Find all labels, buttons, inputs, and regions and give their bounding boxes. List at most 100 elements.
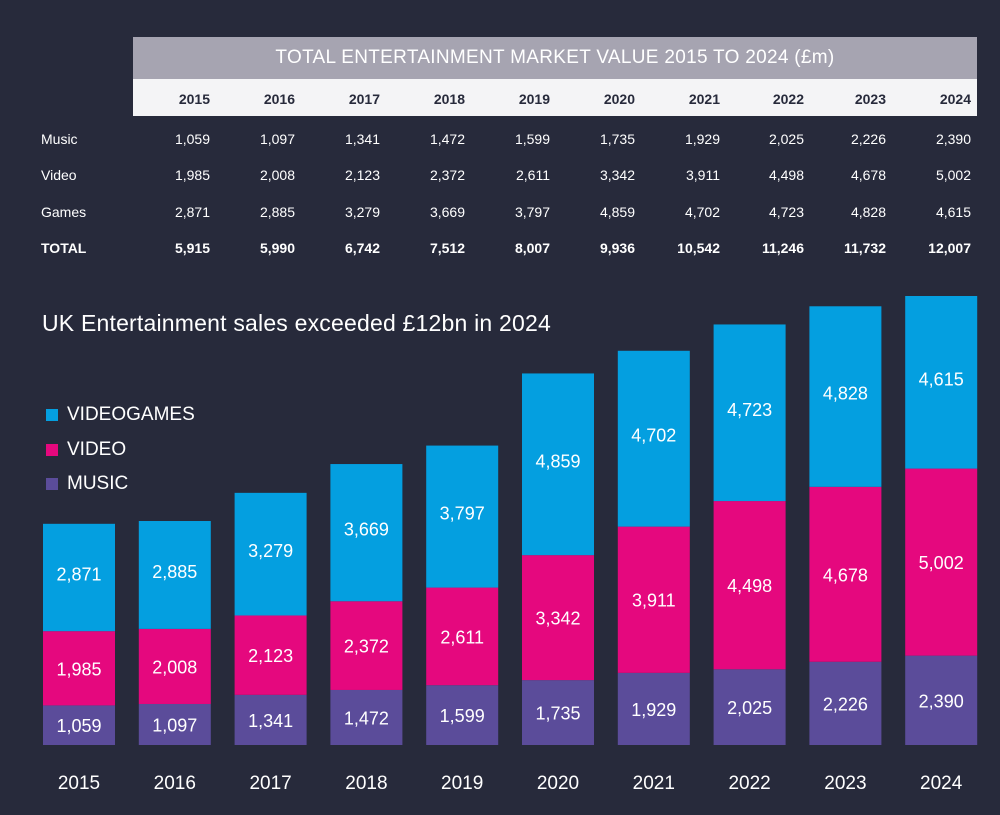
table-year-header: 2024 <box>939 91 971 107</box>
bar-segment-music <box>138 703 211 745</box>
table-cell: 2,885 <box>259 204 295 220</box>
bar-value-label: 2,025 <box>727 698 772 718</box>
table-cell: 5,990 <box>259 240 295 256</box>
x-tick-label: 2021 <box>633 773 675 794</box>
table-cell: 2,871 <box>174 204 210 220</box>
table-cell: 9,936 <box>599 240 635 256</box>
bar-segment-music <box>330 689 403 745</box>
x-tick-label: 2015 <box>58 773 100 794</box>
legend-item-video: VIDEO <box>46 439 126 461</box>
bar-segment-video <box>426 587 499 686</box>
table-cell: 10,542 <box>677 240 720 256</box>
table-cell: 1,059 <box>174 131 210 147</box>
bar-segment-video <box>905 468 978 656</box>
bar-value-label: 3,669 <box>344 520 389 540</box>
table-cell: 4,615 <box>935 204 971 220</box>
table-year-header: 2015 <box>178 91 210 107</box>
table-row-label: Games <box>41 204 87 220</box>
bar-segment-video <box>138 628 211 704</box>
table-cell: 2,123 <box>344 167 380 183</box>
table-cell: 4,678 <box>850 167 886 183</box>
table-title: TOTAL ENTERTAINMENT MARKET VALUE 2015 TO… <box>133 37 977 79</box>
bar-value-label: 1,735 <box>535 704 580 724</box>
table-cell: 5,002 <box>935 167 971 183</box>
bar-segment-videogames <box>617 350 690 527</box>
bar-value-label: 2,390 <box>919 691 964 711</box>
bar-value-label: 3,911 <box>632 591 676 611</box>
chart-title: UK Entertainment sales exceeded £12bn in… <box>42 310 551 336</box>
table-year-header: 2021 <box>688 91 720 107</box>
bar-value-label: 1,059 <box>56 716 101 736</box>
bar-value-label: 1,599 <box>440 706 485 726</box>
bar-segment-videogames <box>43 523 115 632</box>
table-cell: 3,911 <box>686 167 720 183</box>
table-cell: 1,472 <box>429 131 465 147</box>
legend-swatch-music <box>46 478 58 490</box>
bar-segment-videogames <box>713 324 786 502</box>
bar-value-label: 4,828 <box>823 384 868 404</box>
bar-segment-music <box>43 705 115 745</box>
bar-value-label: 2,123 <box>248 646 293 666</box>
table-year-header: 2017 <box>348 91 380 107</box>
bar-segment-videogames <box>138 521 211 629</box>
bar-segment-videogames <box>330 464 403 602</box>
table-cell: 4,498 <box>768 167 804 183</box>
legend-item-music: MUSIC <box>46 473 128 495</box>
table-cell: 8,007 <box>514 240 550 256</box>
bar-value-label: 2,885 <box>152 562 197 582</box>
legend-item-videogames: VIDEOGAMES <box>46 404 195 426</box>
table-cell: 7,512 <box>429 240 465 256</box>
bar-segment-videogames <box>426 445 499 588</box>
bar-segment-video <box>809 486 882 662</box>
table-header-row: 2015 2016 2017 2018 2019 2020 2021 2022 2023 2024 <box>133 79 977 116</box>
bar-segment-music <box>522 680 594 745</box>
table-cell: 2,390 <box>935 131 971 147</box>
table-year-header: 2016 <box>263 91 295 107</box>
table-row-label: TOTAL <box>41 240 87 256</box>
legend-label-video: VIDEO <box>67 439 127 460</box>
bar-value-label: 4,615 <box>919 369 964 389</box>
bar-segment-music <box>617 672 690 745</box>
bar-segment-video <box>43 631 115 706</box>
bar-value-label: 2,226 <box>823 694 868 714</box>
bar-segment-music <box>234 694 307 745</box>
bar-value-label: 3,342 <box>535 609 580 629</box>
table-cell: 6,742 <box>344 240 380 256</box>
table-cell: 2,226 <box>850 131 886 147</box>
legend-swatch-video <box>46 444 58 456</box>
table-cell: 1,985 <box>174 167 210 183</box>
legend-label-videogames: VIDEOGAMES <box>67 404 195 425</box>
x-tick-label: 2017 <box>249 773 291 794</box>
bar-value-label: 3,279 <box>248 541 293 561</box>
x-tick-label: 2018 <box>345 773 387 794</box>
bar-segment-music <box>905 655 978 745</box>
bar-value-label: 5,002 <box>919 553 964 573</box>
table-cell: 1,735 <box>599 131 635 147</box>
bar-value-label: 1,472 <box>344 708 389 728</box>
table-row-label: Video <box>41 167 77 183</box>
bar-segment-videogames <box>905 296 978 469</box>
bar-value-label: 2,008 <box>152 657 197 677</box>
table-year-header: 2020 <box>603 91 635 107</box>
table-cell: 3,669 <box>429 204 465 220</box>
bar-value-label: 1,341 <box>248 711 293 731</box>
x-tick-label: 2016 <box>154 773 196 794</box>
bar-value-label: 4,678 <box>823 565 868 585</box>
table-cell: 11,246 <box>761 240 804 256</box>
bar-value-label: 4,723 <box>727 400 772 420</box>
bar-segment-video <box>330 601 403 690</box>
table-cell: 12,007 <box>928 240 971 256</box>
x-tick-label: 2024 <box>920 773 963 794</box>
table-cell: 3,279 <box>344 204 380 220</box>
table-cell: 1,929 <box>684 131 720 147</box>
table-cell: 3,797 <box>514 204 550 220</box>
bar-segment-music <box>713 669 786 745</box>
table-cell: 11,732 <box>843 240 886 256</box>
table-cell: 1,599 <box>514 131 550 147</box>
bar-segment-music <box>809 661 882 745</box>
table-cell: 1,341 <box>344 131 380 147</box>
table-cell: 2,025 <box>768 131 804 147</box>
bar-segment-video <box>713 501 786 670</box>
table-cell: 2,611 <box>516 167 550 183</box>
table-cell: 4,859 <box>599 204 635 220</box>
